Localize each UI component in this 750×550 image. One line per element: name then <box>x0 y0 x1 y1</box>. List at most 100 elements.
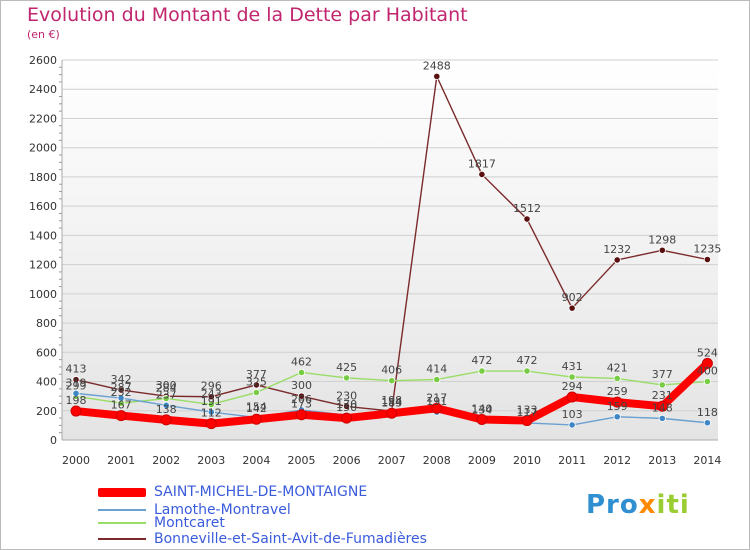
data-label: 414 <box>426 362 447 375</box>
data-label: 230 <box>336 389 357 402</box>
data-point <box>568 304 576 312</box>
y-tick-label: 2200 <box>29 112 57 125</box>
chart-title: Evolution du Montant de la Dette par Hab… <box>27 4 468 26</box>
data-point <box>476 414 488 426</box>
x-tick-label: 2013 <box>648 454 676 467</box>
data-label: 400 <box>697 365 718 378</box>
data-point <box>658 246 666 254</box>
legend-label: SAINT-MICHEL-DE-MONTAIGNE <box>154 484 368 500</box>
data-label: 167 <box>111 399 132 412</box>
data-label: 198 <box>381 394 402 407</box>
data-point <box>117 386 125 394</box>
y-tick-label: 0 <box>50 434 57 447</box>
data-label: 524 <box>697 346 718 359</box>
data-label: 148 <box>652 401 673 414</box>
y-tick-label: 2600 <box>29 54 57 67</box>
data-label: 154 <box>246 400 267 413</box>
data-label: 421 <box>607 361 628 374</box>
data-label: 342 <box>111 373 132 386</box>
logo-part-b: x <box>638 490 657 520</box>
x-tick-label: 2012 <box>603 454 631 467</box>
x-tick-label: 2004 <box>242 454 270 467</box>
data-label: 425 <box>336 361 357 374</box>
data-point <box>478 367 486 375</box>
x-tick-label: 2002 <box>152 454 180 467</box>
data-point <box>613 413 621 421</box>
data-label: 198 <box>66 394 87 407</box>
x-tick-label: 2005 <box>288 454 316 467</box>
data-point <box>523 215 531 223</box>
data-label: 377 <box>652 368 673 381</box>
data-label: 1298 <box>648 233 676 246</box>
data-label: 138 <box>156 403 177 416</box>
chart-subtitle: (en €) <box>27 28 60 41</box>
data-point <box>252 381 260 389</box>
data-label: 319 <box>66 376 87 389</box>
x-tick-label: 2011 <box>558 454 586 467</box>
data-point <box>72 389 80 397</box>
plot-area <box>62 60 718 440</box>
data-point <box>341 412 353 424</box>
data-label: 1817 <box>468 157 496 170</box>
data-label: 159 <box>607 400 628 413</box>
data-point <box>703 377 712 386</box>
data-point <box>252 388 260 397</box>
x-tick-label: 2007 <box>378 454 406 467</box>
data-label: 2488 <box>423 59 451 72</box>
y-tick-label: 1800 <box>29 171 57 184</box>
data-point <box>205 418 217 430</box>
data-point <box>613 374 621 383</box>
data-point <box>162 401 170 409</box>
x-tick-label: 2000 <box>62 454 90 467</box>
data-point <box>72 376 80 384</box>
data-label: 118 <box>697 406 718 419</box>
data-label: 206 <box>291 393 312 406</box>
data-point <box>566 391 578 403</box>
data-point <box>70 405 82 417</box>
data-point <box>431 402 443 414</box>
data-point <box>162 394 170 403</box>
x-tick-label: 2014 <box>693 454 721 467</box>
y-tick-label: 800 <box>36 317 57 330</box>
data-label: 377 <box>246 368 267 381</box>
data-point <box>250 413 262 425</box>
x-tick-label: 2006 <box>333 454 361 467</box>
data-label: 173 <box>291 398 312 411</box>
legend-item: Bonneville-et-Saint-Avit-de-Fumadières <box>98 531 427 547</box>
data-label: 472 <box>517 354 538 367</box>
data-label: 150 <box>336 401 357 414</box>
data-point <box>386 407 398 419</box>
data-point <box>658 381 666 389</box>
logo-part-a: Pro <box>586 490 639 520</box>
legend-swatch <box>98 509 146 511</box>
data-label: 184 <box>381 396 402 409</box>
x-tick-label: 2010 <box>513 454 541 467</box>
data-label: 472 <box>471 354 492 367</box>
y-tick-label: 1200 <box>29 259 57 272</box>
data-label: 191 <box>426 395 447 408</box>
data-point <box>207 400 215 409</box>
data-label: 103 <box>562 408 583 421</box>
legend-swatch <box>98 538 146 540</box>
data-label: 299 <box>66 379 87 392</box>
data-label: 1232 <box>603 243 631 256</box>
y-tick-label: 2400 <box>29 83 57 96</box>
legend-label: Montcaret <box>154 515 225 531</box>
data-point <box>160 414 172 426</box>
legend-label: Bonneville-et-Saint-Avit-de-Fumadières <box>154 531 427 547</box>
data-label: 243 <box>201 387 222 400</box>
logo-part-c: iti <box>656 490 690 520</box>
legend-swatch <box>98 487 146 497</box>
data-label: 462 <box>291 355 312 368</box>
data-point <box>433 375 441 384</box>
data-point <box>611 396 623 408</box>
data-point <box>703 255 712 264</box>
data-label: 296 <box>201 380 222 393</box>
data-point <box>523 367 531 375</box>
data-point <box>703 419 712 427</box>
data-label: 134 <box>471 403 492 416</box>
y-tick-label: 2000 <box>29 142 57 155</box>
data-point <box>207 408 215 416</box>
data-point <box>342 374 351 382</box>
